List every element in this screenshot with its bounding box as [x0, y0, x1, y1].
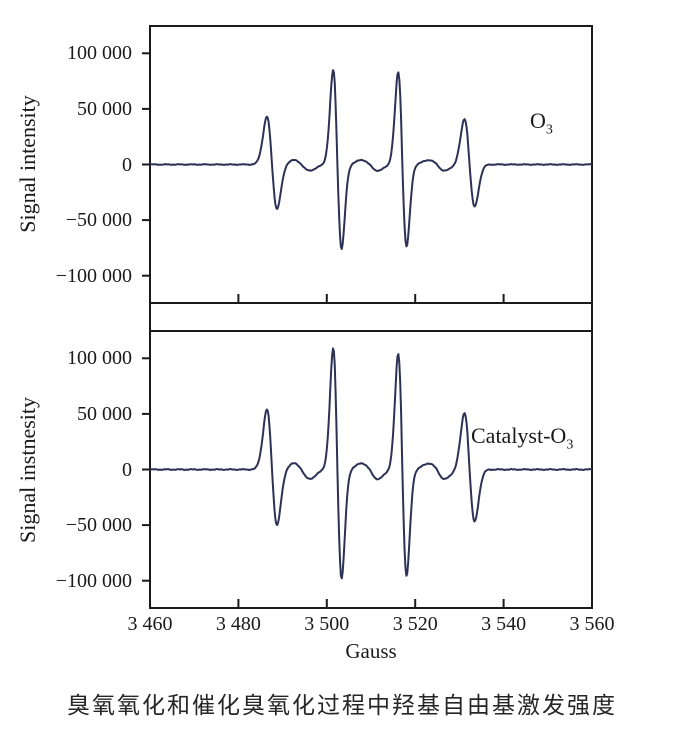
- annotation-o3: O3: [530, 108, 553, 138]
- y-tick-label: −50 000: [65, 514, 132, 536]
- annotation-catalyst-o3-base: Catalyst-O: [471, 423, 567, 448]
- annotation-catalyst-o3: Catalyst-O3: [471, 423, 573, 453]
- annotation-catalyst-o3-sub: 3: [566, 437, 574, 453]
- x-tick-label: 3 480: [215, 613, 261, 635]
- x-tick-label: 3 520: [392, 613, 438, 635]
- y-tick-label: 50 000: [77, 98, 132, 120]
- annotation-o3-sub: 3: [545, 122, 553, 138]
- y-tick-label: 0: [122, 154, 132, 176]
- x-tick-label: 3 500: [304, 613, 350, 635]
- y-tick-label: 0: [122, 459, 132, 481]
- x-tick-label: 3 460: [127, 613, 173, 635]
- y-tick-label: −50 000: [65, 209, 132, 231]
- x-axis-label: Gauss: [345, 639, 397, 663]
- x-tick-label: 3 560: [569, 613, 615, 635]
- annotation-o3-base: O: [530, 108, 546, 133]
- y-tick-label: 50 000: [77, 403, 132, 425]
- epr-curve-o3: [150, 69, 592, 250]
- figure-caption: 臭氧氧化和催化臭氧化过程中羟基自由基激发强度: [67, 693, 617, 718]
- x-tick-label: 3 540: [481, 613, 527, 635]
- y-tick-label: −100 000: [55, 570, 132, 592]
- epr-curve-catalyst-o3: [150, 347, 592, 580]
- y-tick-label: 100 000: [67, 42, 132, 64]
- y-tick-label: 100 000: [67, 347, 132, 369]
- ticks-and-curves: [142, 52, 592, 608]
- y-tick-label: −100 000: [55, 265, 132, 287]
